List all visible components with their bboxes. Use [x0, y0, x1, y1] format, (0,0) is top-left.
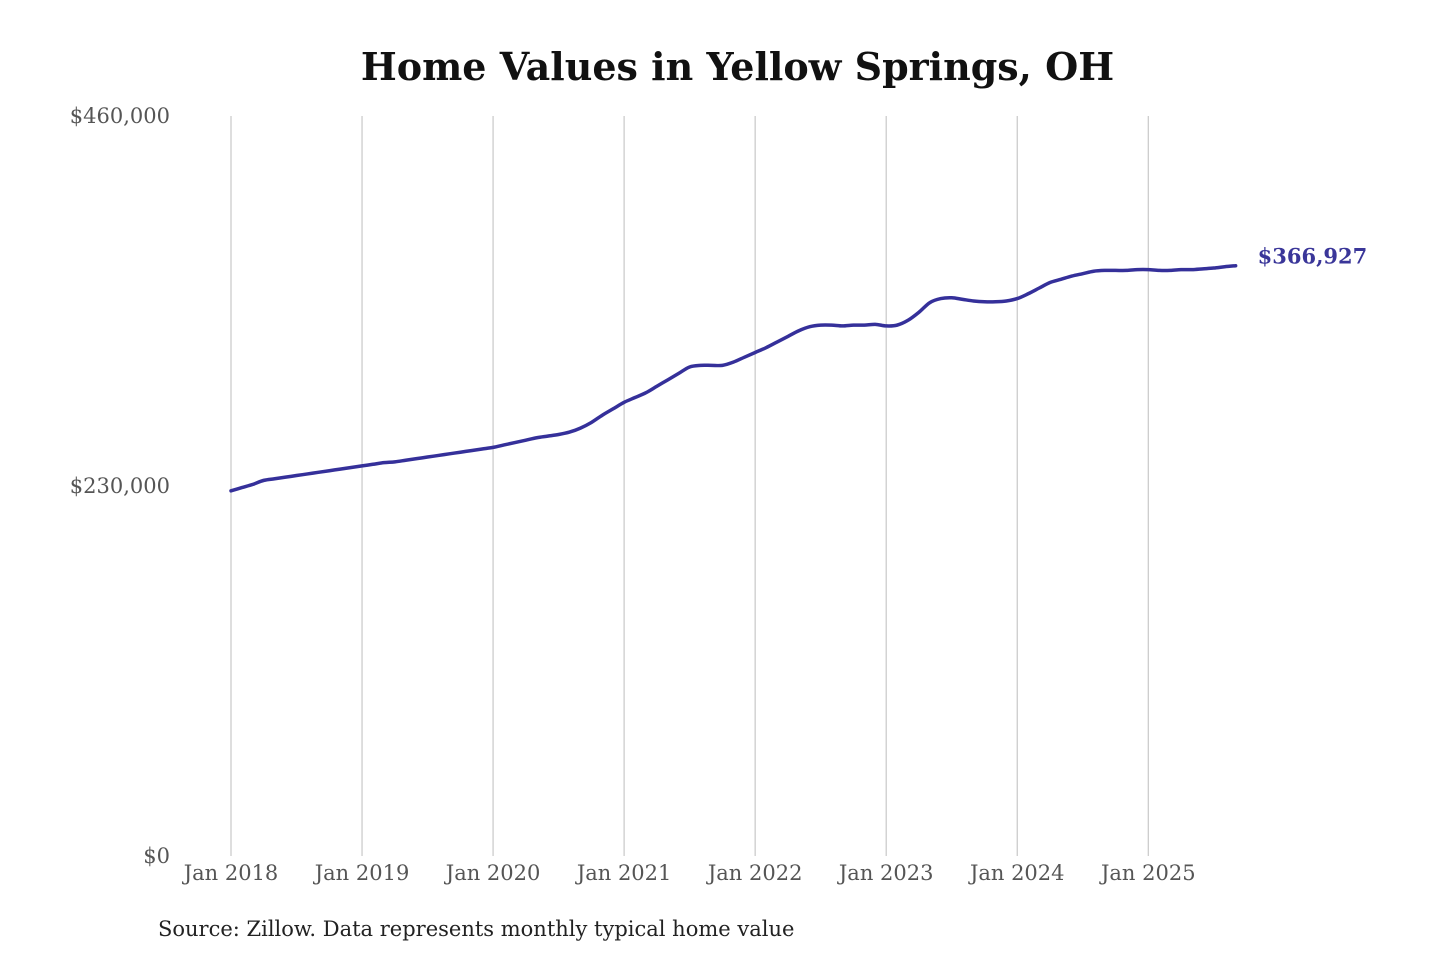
y-tick-label: $0: [143, 844, 170, 868]
x-tick-label: Jan 2025: [1099, 861, 1196, 885]
end-value-label: $366,927: [1258, 244, 1368, 269]
y-tick-label: $230,000: [70, 474, 170, 498]
y-tick-label: $460,000: [70, 104, 170, 128]
x-tick-label: Jan 2022: [706, 861, 803, 885]
x-tick-label: Jan 2023: [837, 861, 934, 885]
x-tick-label: Jan 2020: [444, 861, 541, 885]
chart-title: Home Values in Yellow Springs, OH: [360, 44, 1115, 89]
x-tick-label: Jan 2018: [182, 861, 279, 885]
x-tick-label: Jan 2021: [575, 861, 672, 885]
x-tick-label: Jan 2024: [968, 861, 1065, 885]
x-tick-label: Jan 2019: [313, 861, 410, 885]
series-line: [229, 263, 1238, 493]
source-note: Source: Zillow. Data represents monthly …: [158, 917, 795, 941]
